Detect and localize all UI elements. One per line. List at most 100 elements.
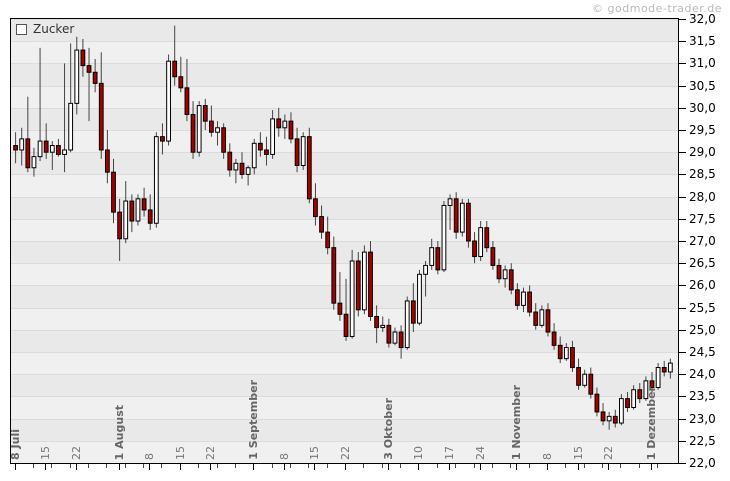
- candle-up: [655, 367, 661, 389]
- candle-down: [374, 315, 380, 329]
- candle-down: [466, 202, 471, 242]
- y-axis-label: 28,0: [689, 189, 716, 204]
- candle-up: [196, 105, 202, 153]
- y-axis-tick: [679, 174, 686, 175]
- x-axis-tick: [510, 464, 511, 468]
- x-axis-tick: [217, 464, 218, 468]
- candle-down: [98, 82, 104, 151]
- candle-down: [484, 227, 490, 249]
- x-axis-label: 17: [443, 446, 457, 460]
- candle-up: [62, 149, 67, 155]
- y-axis-label: 30,5: [689, 78, 716, 93]
- candle-up: [631, 389, 637, 408]
- candle-down: [25, 138, 31, 169]
- y-axis-tick: [679, 63, 686, 64]
- candle-down: [13, 145, 18, 151]
- x-axis-label: 3 Oktober: [381, 398, 395, 460]
- x-axis-major-tick: [388, 464, 389, 470]
- candle-up: [251, 142, 257, 169]
- y-axis-tick: [679, 441, 686, 442]
- candle-up: [215, 127, 220, 133]
- legend-label: Zucker: [33, 22, 75, 36]
- candle-down: [453, 198, 459, 233]
- background-band: [11, 329, 678, 352]
- x-axis-tick: [272, 464, 273, 468]
- x-axis-major-tick: [345, 464, 346, 470]
- x-axis-tick: [565, 464, 566, 468]
- x-axis-tick: [400, 464, 401, 468]
- candle-up: [441, 204, 447, 271]
- x-axis-label: 24: [473, 446, 487, 460]
- x-axis-label: 1 September: [247, 380, 261, 460]
- candle-up: [423, 264, 428, 275]
- candlestick-series: [13, 25, 673, 430]
- x-axis-label: 15: [173, 446, 187, 460]
- x-axis-major-tick: [45, 464, 46, 470]
- chart-background-bands: [11, 19, 678, 463]
- x-axis-label: 15: [39, 446, 53, 460]
- chart-plot-area[interactable]: Zucker: [10, 18, 679, 464]
- candle-down: [557, 344, 563, 360]
- x-axis-tick: [106, 464, 107, 468]
- candle-down: [294, 138, 300, 167]
- candle-up: [282, 120, 288, 129]
- y-axis-tick: [679, 41, 686, 42]
- y-axis-tick: [679, 86, 686, 87]
- y-axis-label: 24,0: [689, 367, 716, 382]
- candle-up: [582, 373, 588, 386]
- candle-down: [527, 291, 533, 313]
- y-axis-label: 29,5: [689, 123, 716, 137]
- x-axis-tick: [639, 464, 640, 468]
- x-axis-major-tick: [149, 464, 150, 470]
- candle-down: [490, 247, 496, 266]
- gridline: [11, 41, 678, 42]
- x-axis-tick: [474, 464, 475, 468]
- x-axis-tick: [70, 464, 71, 468]
- candle-up: [380, 324, 386, 329]
- gridline: [11, 108, 678, 109]
- gridline: [11, 441, 678, 442]
- y-axis-tick: [679, 219, 686, 220]
- candle-down: [227, 151, 233, 171]
- y-axis-label: 32,0: [689, 12, 716, 26]
- candle-down: [141, 198, 147, 211]
- candle-down: [92, 71, 98, 84]
- candle-up: [447, 198, 453, 206]
- candle-down: [410, 300, 416, 324]
- x-axis-major-tick: [76, 464, 77, 470]
- x-axis-tick: [529, 464, 530, 468]
- candle-down: [172, 60, 178, 78]
- y-axis-tick: [679, 285, 686, 286]
- y-axis-tick: [679, 330, 686, 331]
- candle-up: [68, 102, 74, 151]
- x-axis-major-tick: [180, 464, 181, 470]
- y-axis-tick: [679, 374, 686, 375]
- x-axis-tick: [308, 464, 309, 468]
- y-axis: 32,0 31,5 31,0 30,5 30,0 29,5 29,0 28,5 28,0 27,5…: [679, 12, 730, 470]
- candle-down: [570, 347, 575, 369]
- background-band: [11, 152, 678, 175]
- gridline: [11, 86, 678, 87]
- y-axis-tick: [679, 19, 686, 20]
- y-axis-tick: [679, 130, 686, 131]
- candle-down: [264, 149, 269, 155]
- x-axis-tick: [584, 464, 585, 468]
- candle-up: [166, 60, 171, 142]
- candle-up: [31, 156, 37, 169]
- candle-down: [386, 324, 392, 344]
- y-axis-label: 26,0: [689, 278, 716, 293]
- candle-up: [643, 380, 649, 400]
- x-axis-tick: [620, 464, 621, 468]
- x-axis-major-tick: [314, 464, 315, 470]
- checkbox-icon[interactable]: [16, 23, 27, 35]
- candle-up: [502, 269, 508, 280]
- watermark: © godmode-trader.de: [592, 2, 722, 15]
- x-axis-tick: [602, 464, 603, 468]
- x-axis-label: 22: [204, 446, 218, 460]
- x-axis-label: 15: [571, 446, 585, 460]
- gridline: [11, 219, 678, 220]
- x-axis-tick: [235, 464, 236, 468]
- candle-down: [117, 211, 123, 240]
- chart-legend[interactable]: Zucker: [16, 22, 74, 36]
- candle-down: [129, 200, 135, 222]
